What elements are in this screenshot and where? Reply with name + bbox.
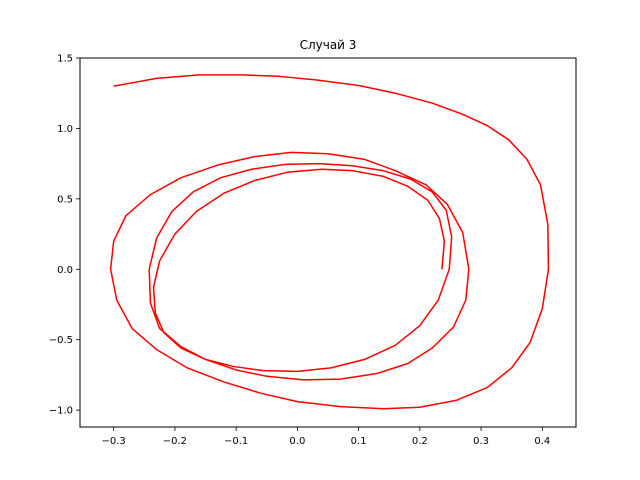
y-tick-label: 1.5 xyxy=(57,54,73,65)
x-tick-label: 0.0 xyxy=(289,436,305,447)
x-tick-label: 0.3 xyxy=(473,436,489,447)
y-tick-label: −1.0 xyxy=(49,406,73,417)
y-tick-label: 1.0 xyxy=(57,124,73,135)
plot-frame xyxy=(79,57,577,428)
y-tick-label: 0.5 xyxy=(57,194,73,205)
x-tick-label: −0.2 xyxy=(163,436,187,447)
plot-lines xyxy=(109,74,550,410)
x-tick-label: 0.2 xyxy=(412,436,428,447)
y-axis-ticks: −1.0 −0.5 0.0 0.5 1.0 1.5 xyxy=(49,54,80,417)
x-axis-ticks: −0.3 −0.2 −0.1 0.0 0.1 0.2 0.3 0.4 xyxy=(102,427,550,447)
x-tick-label: 0.4 xyxy=(534,436,550,447)
x-tick-label: −0.1 xyxy=(224,436,248,447)
chart-title: Случай 3 xyxy=(300,38,357,52)
y-tick-label: −0.5 xyxy=(49,335,73,346)
x-tick-label: −0.3 xyxy=(102,436,126,447)
y-tick-label: 0.0 xyxy=(57,265,73,276)
x-tick-label: 0.1 xyxy=(351,436,367,447)
series-line-0 xyxy=(109,74,550,410)
